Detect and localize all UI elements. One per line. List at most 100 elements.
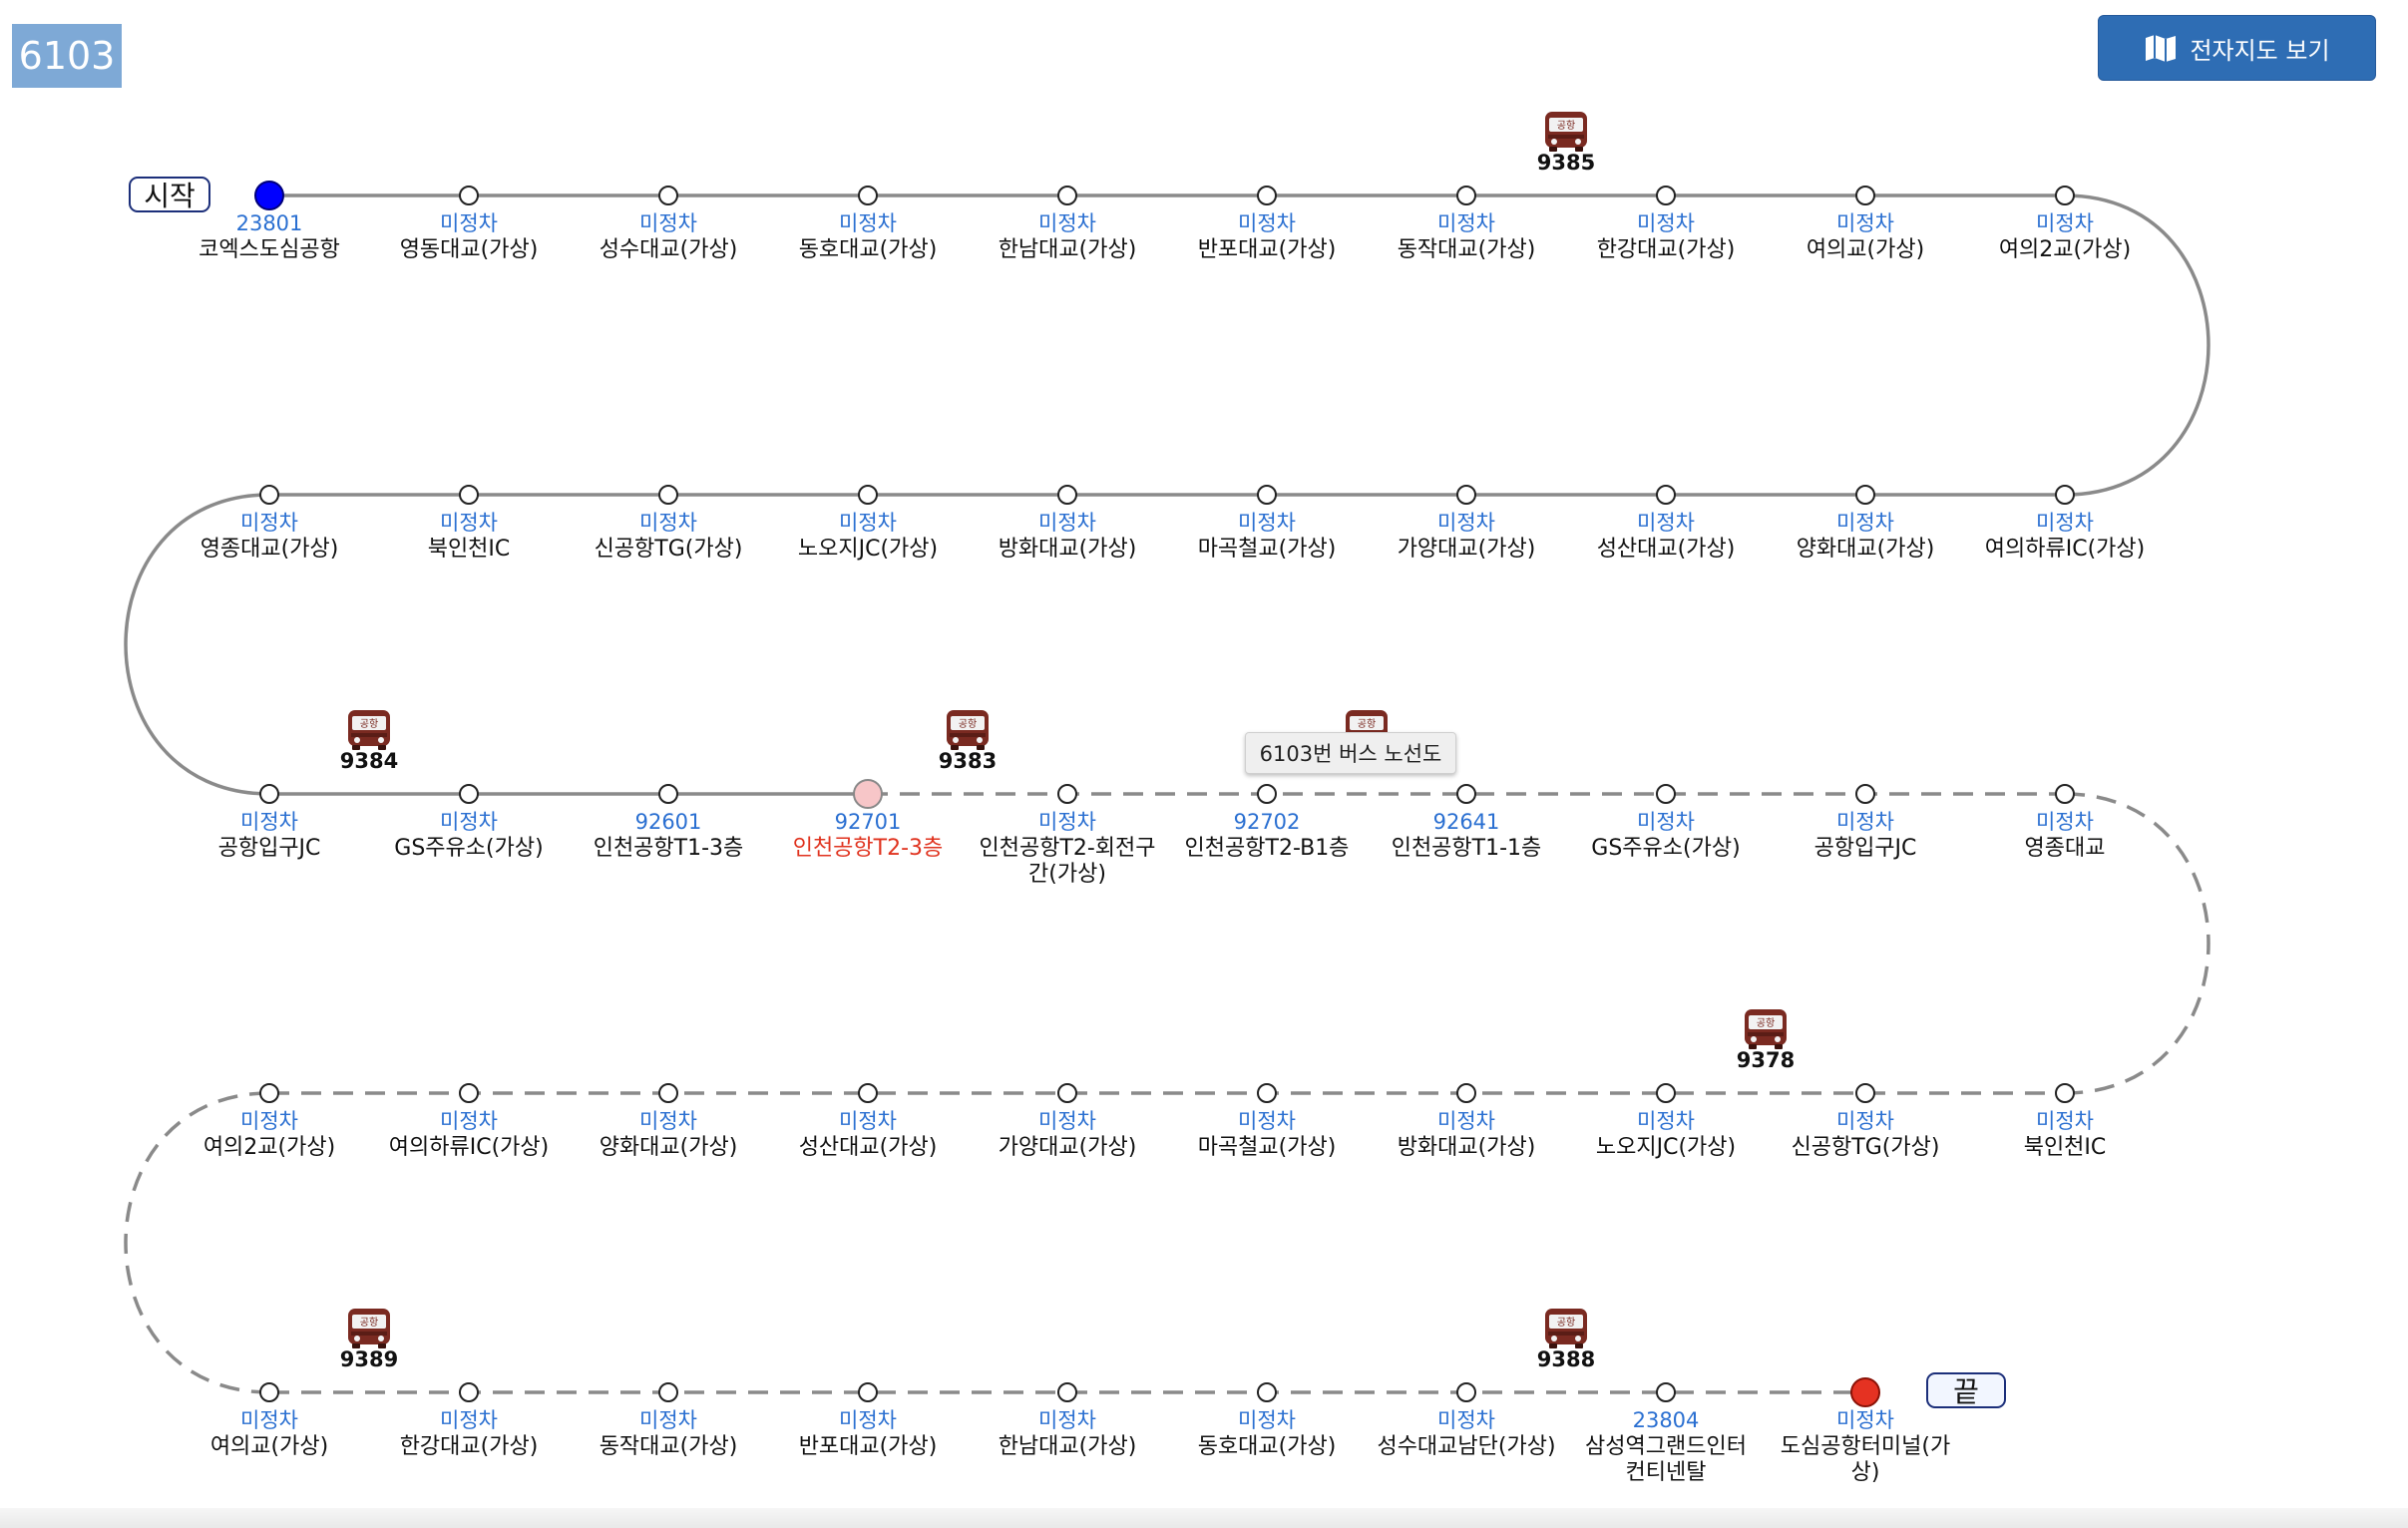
stop-node[interactable]	[1257, 485, 1277, 505]
stop-node[interactable]	[1057, 784, 1077, 804]
stop-node[interactable]	[658, 186, 678, 205]
stop-node[interactable]	[1257, 784, 1277, 804]
stop-node[interactable]	[1855, 1083, 1875, 1103]
stop-meta: 미정차	[639, 1408, 697, 1432]
bus-marker[interactable]: 공항 9389	[334, 1303, 404, 1370]
stop-node[interactable]	[1456, 1382, 1476, 1402]
stop-name: 신공항TG(가상)	[1791, 1135, 1940, 1160]
bus-marker[interactable]: 공항 9385	[1531, 106, 1601, 174]
stop-meta: 미정차	[1038, 1408, 1096, 1432]
stop-node[interactable]	[1456, 186, 1476, 205]
stop-node[interactable]	[2055, 485, 2075, 505]
stop-node[interactable]	[658, 784, 678, 804]
stop-node[interactable]	[459, 485, 479, 505]
stop-name: 인천공항T1-1층	[1391, 836, 1542, 861]
stop-meta: 미정차	[1836, 1109, 1894, 1133]
stop-name: 동호대교(가상)	[1197, 1434, 1337, 1459]
stop-node[interactable]	[1257, 1083, 1277, 1103]
stop-node[interactable]	[2055, 784, 2075, 804]
electronic-map-button[interactable]: 전자지도 보기	[2098, 15, 2376, 81]
stop-node[interactable]	[1656, 1382, 1676, 1402]
stop-meta: 미정차	[839, 1408, 897, 1432]
stop-node[interactable]	[658, 1382, 678, 1402]
stop-node[interactable]	[2055, 1083, 2075, 1103]
stop-name: 인천공항T1-3층	[593, 836, 744, 861]
current-stop-node[interactable]	[853, 779, 883, 809]
stop-meta: 23801	[235, 211, 303, 235]
stop-node[interactable]	[1855, 186, 1875, 205]
stop-name: 여의2교(가상)	[1998, 237, 2132, 262]
stop-meta: 미정차	[240, 1408, 298, 1432]
bus-marker[interactable]: 공항 9388	[1531, 1303, 1601, 1370]
stop-node[interactable]	[658, 1083, 678, 1103]
stop-meta: 미정차	[440, 211, 498, 235]
stop-node[interactable]	[459, 1083, 479, 1103]
stop-meta: 23804	[1632, 1408, 1700, 1432]
stop-meta: 92601	[634, 810, 702, 834]
stop-node[interactable]	[858, 1382, 878, 1402]
stop-meta: 미정차	[240, 810, 298, 834]
stop-name: 북인천IC	[427, 537, 511, 562]
bus-icon-label: 공항	[1557, 120, 1575, 132]
stop-node[interactable]	[858, 186, 878, 205]
stop-name: 성수대교(가상)	[599, 237, 738, 262]
stop-node[interactable]	[1057, 1382, 1077, 1402]
stop-node[interactable]	[1456, 1083, 1476, 1103]
stop-node[interactable]	[1456, 485, 1476, 505]
stop-node[interactable]	[858, 1083, 878, 1103]
stop-node[interactable]	[259, 1083, 279, 1103]
stop-node[interactable]	[658, 485, 678, 505]
bus-plate-number: 9385	[1536, 151, 1596, 175]
stop-node[interactable]	[1656, 784, 1676, 804]
stop-meta: 미정차	[1836, 511, 1894, 535]
stop-node[interactable]	[459, 784, 479, 804]
stop-node[interactable]	[1855, 784, 1875, 804]
stop-name: 공항입구JC	[217, 836, 321, 861]
stop-name: 코엑스도심공항	[199, 237, 340, 262]
stop-name: 마곡철교(가상)	[1197, 537, 1337, 562]
route-tooltip: 6103번 버스 노선도	[1245, 732, 1456, 774]
bus-icon-label: 공항	[959, 718, 977, 730]
stop-node[interactable]	[459, 1382, 479, 1402]
stop-node[interactable]	[259, 784, 279, 804]
stop-node[interactable]	[1656, 186, 1676, 205]
stop-name: 삼성역그랜드인터컨티넨탈	[1585, 1434, 1747, 1485]
stop-meta: 미정차	[1437, 211, 1495, 235]
stop-node[interactable]	[1057, 1083, 1077, 1103]
stop-name: 한남대교(가상)	[998, 237, 1137, 262]
stop-name: 인천공항T2-3층	[792, 836, 944, 861]
stop-node[interactable]	[2055, 186, 2075, 205]
stop-node[interactable]	[259, 485, 279, 505]
stop-node[interactable]	[1057, 485, 1077, 505]
stop-name: 여의교(가상)	[209, 1434, 329, 1459]
bus-marker[interactable]: 공항 9378	[1731, 1003, 1801, 1071]
stop-meta: 미정차	[639, 1109, 697, 1133]
bus-marker[interactable]: 공항 9383	[933, 704, 1003, 772]
stop-name: 한강대교(가상)	[1596, 237, 1736, 262]
stop-meta: 미정차	[2036, 1109, 2094, 1133]
end-stop-node[interactable]	[1850, 1377, 1880, 1407]
route-number-title: 6103	[12, 24, 122, 88]
stop-node[interactable]	[459, 186, 479, 205]
stop-node[interactable]	[1656, 485, 1676, 505]
bus-icon-label: 공항	[1557, 1317, 1575, 1329]
stop-name: 마곡철교(가상)	[1197, 1135, 1337, 1160]
stop-node[interactable]	[1057, 186, 1077, 205]
stop-node[interactable]	[858, 485, 878, 505]
stop-meta: 미정차	[1038, 511, 1096, 535]
stop-meta: 92641	[1432, 810, 1500, 834]
bus-marker[interactable]: 공항 9384	[334, 704, 404, 772]
stop-name: 여의하류IC(가상)	[388, 1135, 550, 1160]
stop-node[interactable]	[1257, 186, 1277, 205]
stop-node[interactable]	[1656, 1083, 1676, 1103]
stop-node[interactable]	[259, 1382, 279, 1402]
stop-meta: 미정차	[2036, 211, 2094, 235]
stop-meta: 미정차	[2036, 810, 2094, 834]
stop-meta: 미정차	[440, 1408, 498, 1432]
stop-meta: 미정차	[1836, 211, 1894, 235]
stop-node[interactable]	[1257, 1382, 1277, 1402]
start-stop-node[interactable]	[254, 181, 284, 210]
stop-node[interactable]	[1855, 485, 1875, 505]
stop-node[interactable]	[1456, 784, 1476, 804]
stop-meta: 미정차	[1437, 1109, 1495, 1133]
